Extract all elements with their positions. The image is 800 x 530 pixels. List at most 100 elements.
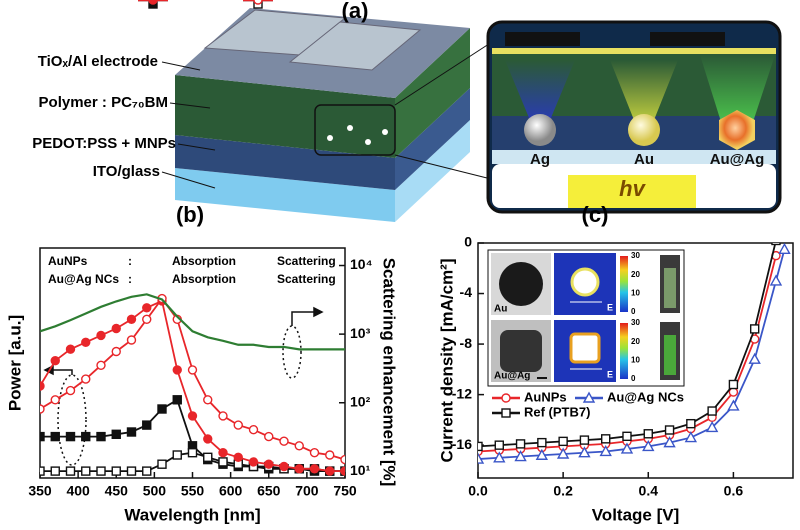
marker xyxy=(81,337,91,347)
leader xyxy=(177,143,216,151)
marker xyxy=(65,466,76,476)
marker xyxy=(622,431,632,442)
marker xyxy=(264,431,274,442)
marker xyxy=(40,404,45,414)
x-tick-label: 0.0 xyxy=(468,483,488,499)
marker xyxy=(40,431,45,442)
scatter-cone xyxy=(610,60,678,125)
dotted-ellipse xyxy=(282,325,302,379)
marker xyxy=(663,436,676,448)
marker xyxy=(218,411,228,421)
ito-layer xyxy=(492,150,776,164)
ag-particle xyxy=(524,114,556,146)
x-tick-label: 0.4 xyxy=(639,483,659,499)
marker xyxy=(294,464,304,474)
polymer-side xyxy=(395,28,470,158)
panel-label: (b) xyxy=(176,202,204,227)
annotations xyxy=(43,306,324,466)
marker xyxy=(65,344,76,354)
glass-side xyxy=(395,120,470,222)
marker xyxy=(126,427,137,437)
marker xyxy=(514,450,527,462)
marker xyxy=(126,335,137,345)
colorbar xyxy=(620,323,628,379)
nanoparticle xyxy=(382,129,388,135)
zoom-line xyxy=(394,154,496,181)
y2-tick-label: 10¹ xyxy=(350,462,371,478)
device-schematic xyxy=(161,8,782,222)
marker xyxy=(501,408,511,418)
marker xyxy=(157,404,167,414)
marker xyxy=(705,421,719,433)
legend-label: Absorption xyxy=(172,254,236,268)
x-axis-label: Voltage [V] xyxy=(592,505,680,524)
scatter-cone xyxy=(505,60,575,125)
legend-label: Au@Ag NCs xyxy=(607,389,684,404)
marker xyxy=(96,330,106,341)
marker xyxy=(81,466,91,476)
legend-group: AuNPs xyxy=(48,254,88,268)
x-axis-label: Wavelength [nm] xyxy=(124,505,260,524)
marker xyxy=(620,442,634,454)
light-beam xyxy=(568,175,696,208)
marker xyxy=(478,441,483,452)
marker xyxy=(707,406,717,416)
scale-bar xyxy=(537,377,547,379)
marker xyxy=(126,466,137,476)
y-tick-label: 0 xyxy=(464,234,472,250)
marker xyxy=(187,411,198,421)
vial xyxy=(664,335,676,375)
marker xyxy=(157,459,167,469)
nanoparticle xyxy=(347,125,353,131)
field-hotspot xyxy=(569,332,601,364)
marker xyxy=(579,435,590,445)
au-particle xyxy=(628,114,660,146)
y-tick-label: -4 xyxy=(460,284,473,300)
plot-frame xyxy=(477,242,794,479)
marker xyxy=(771,243,781,246)
marker xyxy=(748,352,761,364)
marker xyxy=(340,466,345,476)
marker xyxy=(142,314,152,324)
legend-label: Absorption xyxy=(172,272,236,286)
inset xyxy=(487,249,685,387)
marker xyxy=(643,429,653,439)
marker xyxy=(642,439,655,452)
marker xyxy=(248,425,259,435)
leader xyxy=(161,171,216,189)
dotted-ellipse xyxy=(57,374,87,466)
colorbar-label: 30 xyxy=(631,251,640,260)
field-label: E xyxy=(607,302,613,312)
series-line xyxy=(478,249,786,460)
marker xyxy=(515,439,526,449)
leader xyxy=(169,102,211,109)
colorbar-label: 0 xyxy=(631,307,636,316)
colorbar-label: 20 xyxy=(631,270,640,279)
marker xyxy=(558,436,568,447)
marker xyxy=(248,457,259,467)
legend-group: Au@Ag NCs xyxy=(48,272,119,286)
y-tick-label: -12 xyxy=(452,385,472,401)
marker xyxy=(769,274,783,286)
layer-label: Polymer : PC₇₀BM xyxy=(39,94,168,111)
marker xyxy=(501,393,511,403)
field-label: E xyxy=(607,369,613,379)
tem-particle xyxy=(499,262,543,306)
marker xyxy=(686,418,696,429)
layer-label: PEDOT:PSS + MNPs xyxy=(32,135,176,152)
marker xyxy=(111,429,121,439)
nanoparticle xyxy=(365,139,371,145)
particle-label: Ag xyxy=(530,151,550,168)
y2-tick-label: 10² xyxy=(350,393,371,409)
x-tick-label: 700 xyxy=(295,483,319,499)
marker xyxy=(233,452,243,462)
marker xyxy=(172,450,182,460)
legend-label: AuNPs xyxy=(524,389,567,404)
marker xyxy=(749,324,760,334)
colorbar-label: 0 xyxy=(631,374,636,383)
y-tick-label: -8 xyxy=(460,335,473,351)
marker xyxy=(279,461,289,472)
marker xyxy=(81,374,91,384)
series-line xyxy=(40,293,345,351)
legend-label: Scattering xyxy=(277,272,336,286)
